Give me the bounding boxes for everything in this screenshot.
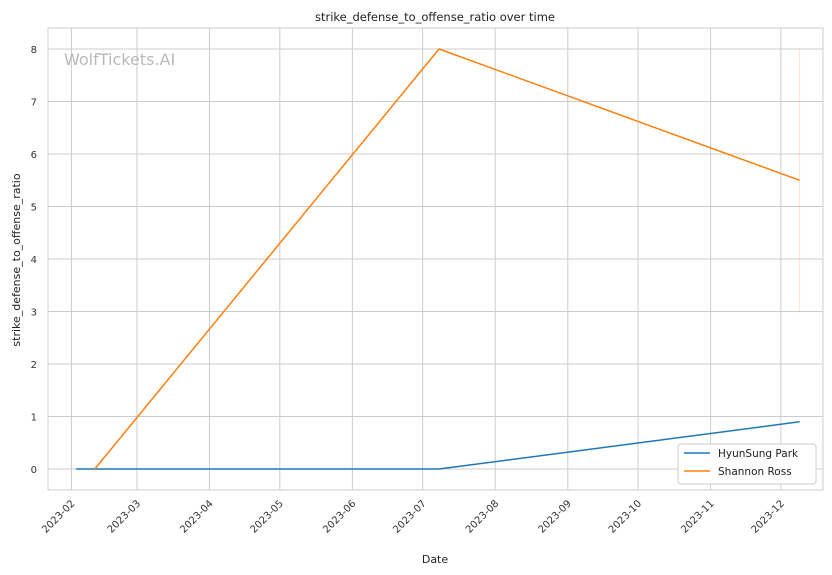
y-tick-label: 5 xyxy=(31,203,37,214)
legend-label: HyunSung Park xyxy=(718,448,799,460)
y-tick-label: 0 xyxy=(31,465,37,476)
legend: HyunSung Park Shannon Ross xyxy=(677,443,817,485)
legend-box xyxy=(677,443,817,485)
legend-label: Shannon Ross xyxy=(718,466,792,478)
grid xyxy=(48,28,823,490)
y-tick-label: 8 xyxy=(31,45,37,56)
plot-frame xyxy=(47,27,824,491)
y-tick-label: 2 xyxy=(31,360,37,371)
y-axis-ticks: 0 1 2 3 4 5 6 7 8 xyxy=(31,45,37,476)
y-tick-label: 1 xyxy=(31,413,37,424)
series-group xyxy=(76,48,800,470)
y-tick-label: 7 xyxy=(31,98,37,109)
y-tick-label: 4 xyxy=(31,255,37,266)
watermark: WolfTickets.AI xyxy=(64,50,175,69)
series-line-1 xyxy=(76,421,800,470)
x-axis-label: Date xyxy=(422,553,449,566)
y-axis-label: strike_defense_to_offense_ratio xyxy=(10,173,23,346)
y-tick-label: 3 xyxy=(31,308,37,319)
series-line-2 xyxy=(94,48,800,470)
chart-title: strike_defense_to_offense_ratio over tim… xyxy=(315,10,555,24)
y-tick-label: 6 xyxy=(31,150,37,161)
